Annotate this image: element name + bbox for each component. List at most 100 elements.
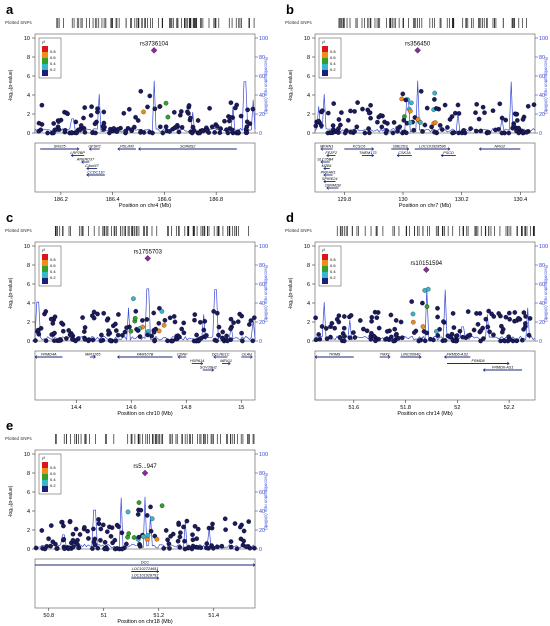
- y2-tick-label: 0: [259, 131, 262, 137]
- snp-point: [435, 333, 441, 338]
- snp-point: [455, 102, 461, 108]
- snp-point: [33, 545, 39, 551]
- legend-title: r²: [322, 248, 325, 253]
- snp-point: [237, 524, 243, 530]
- snp-point: [409, 299, 415, 304]
- snp-point: [135, 328, 141, 333]
- x-tick-label: 51.6: [348, 405, 359, 411]
- snp-point: [393, 332, 399, 338]
- snp-point: [156, 320, 162, 326]
- y2-tick-label: 60: [259, 282, 265, 288]
- gene-label: FRMD6-AS1: [492, 366, 514, 370]
- legend-swatch: [322, 58, 328, 64]
- snp-point: [439, 127, 445, 132]
- snp-point: [244, 544, 249, 550]
- snp-point: [399, 335, 405, 341]
- y-tick-label: 4: [27, 93, 30, 99]
- snp-point: [36, 120, 42, 126]
- gene-strand-arrow: [70, 153, 74, 158]
- snp-point: [317, 336, 323, 342]
- y2-tick-label: 100: [259, 452, 268, 458]
- y2-tick-label: 100: [259, 36, 268, 42]
- snp-point: [56, 119, 61, 124]
- gene-label: LOC101928596: [419, 145, 447, 149]
- snp-point: [407, 108, 413, 114]
- snp-point: [385, 121, 390, 126]
- snp-point: [383, 337, 388, 342]
- gene-strand-arrow: [371, 153, 375, 158]
- snp-point: [186, 103, 192, 108]
- y-tick-label: 8: [307, 263, 310, 269]
- snp-point: [352, 109, 357, 114]
- gene-strand-arrow: [76, 147, 80, 151]
- y-axis-label: -log₁₀(p-value): [288, 69, 294, 101]
- snp-point: [352, 129, 357, 134]
- snp-point: [48, 316, 54, 322]
- snp-point: [189, 130, 195, 136]
- snp-point: [480, 104, 486, 110]
- gene-label: ANKRD37: [76, 158, 95, 162]
- snp-point: [357, 318, 363, 323]
- x-tick-label: 51.2: [153, 613, 164, 619]
- gene-label: MIR1265: [85, 353, 101, 357]
- snp-point: [61, 536, 67, 542]
- gene-strand-arrow: [138, 147, 141, 151]
- snp-point: [145, 104, 150, 110]
- gene-track-frame: [34, 350, 256, 401]
- snp-point: [474, 101, 480, 107]
- snp-point: [420, 324, 426, 329]
- snp-point: [418, 88, 424, 94]
- gene-pscd: PSCD: [440, 151, 456, 158]
- snp-point: [316, 332, 322, 337]
- snp-point: [485, 324, 491, 330]
- snp-point: [178, 530, 183, 536]
- snp-point: [124, 325, 129, 331]
- snp-point: [215, 544, 220, 550]
- snp-point: [429, 124, 434, 130]
- y-tick-label: 10: [24, 452, 30, 458]
- recombination-rate-line: [314, 288, 536, 341]
- snp-point: [81, 115, 86, 121]
- snp-point: [167, 315, 173, 321]
- snp-point: [214, 338, 219, 344]
- snp-point: [157, 124, 163, 130]
- snp-point: [401, 117, 407, 123]
- snp-point: [499, 329, 505, 335]
- snp-point: [514, 118, 520, 123]
- gene-strand-arrow: [88, 147, 92, 151]
- snp-point: [98, 338, 104, 344]
- snp-point: [148, 528, 154, 534]
- gene-frmd4a: FRMD4A: [34, 353, 63, 359]
- snp-point: [313, 315, 318, 321]
- gene-meig1: MEIG1: [220, 359, 232, 366]
- gene-label: FEZF2: [325, 151, 337, 155]
- plotted-snps-label: Plotted SNPs: [285, 228, 313, 233]
- gene-label: NRG2: [495, 145, 506, 149]
- snp-point: [195, 118, 201, 123]
- snp-point: [395, 125, 401, 131]
- snp-point: [62, 546, 67, 552]
- snp-point: [506, 310, 512, 316]
- gene-strand-arrow: [228, 361, 231, 366]
- snp-point: [95, 311, 100, 317]
- legend-swatch: [42, 266, 48, 272]
- snp-point: [92, 542, 98, 548]
- snp-point: [456, 111, 462, 116]
- snp-point: [192, 312, 198, 317]
- gene-strand-arrow: [93, 355, 96, 359]
- snp-point: [252, 545, 257, 551]
- snp-points: [313, 88, 537, 136]
- snp-point: [435, 305, 440, 311]
- gene-loc102724651: LOC102724651: [131, 567, 160, 574]
- y-tick-label: 8: [27, 471, 30, 477]
- snp-point: [384, 128, 390, 134]
- gene-label: HSPA14: [190, 359, 204, 363]
- gene-dcc: DCC: [35, 561, 256, 567]
- snp-point: [89, 104, 94, 110]
- snp-point: [341, 325, 347, 331]
- snp-point: [75, 542, 80, 547]
- snp-point: [185, 109, 190, 115]
- snp-point: [342, 130, 348, 136]
